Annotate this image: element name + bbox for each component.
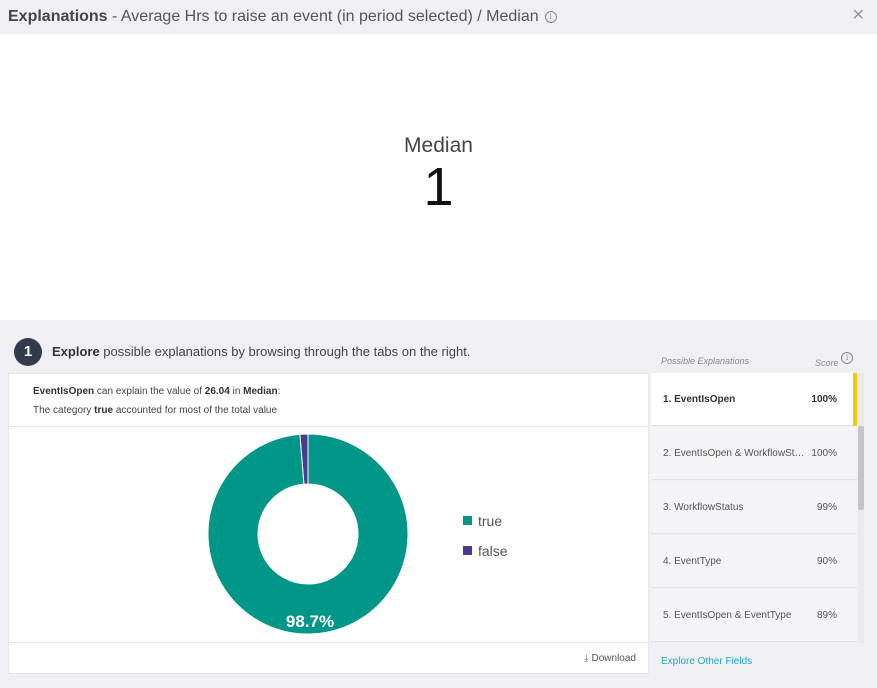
explanation-label: 4. EventType bbox=[663, 556, 722, 567]
modal-title: Explanations - Average Hrs to raise an e… bbox=[8, 8, 557, 26]
desc-field: EventIsOpen bbox=[33, 386, 95, 397]
desc-mid1: can explain the value of bbox=[94, 386, 205, 397]
explanation-description: EventIsOpen can explain the value of 26.… bbox=[9, 374, 648, 427]
step-text: Explore possible explanations by browsin… bbox=[52, 344, 470, 359]
desc-mid2: in bbox=[229, 386, 244, 397]
metric-label: Median bbox=[404, 134, 473, 157]
step-number-badge: 1 bbox=[14, 338, 42, 366]
card-footer: ⤓ Download bbox=[9, 642, 648, 673]
explanation-label: 2. EventIsOpen & WorkflowStatus bbox=[663, 448, 809, 459]
explanation-item[interactable]: 1. EventIsOpen 100% bbox=[651, 373, 857, 426]
explanation-label: 1. EventIsOpen bbox=[663, 394, 736, 405]
modal-header: Explanations - Average Hrs to raise an e… bbox=[0, 0, 877, 34]
pie-slice-true[interactable] bbox=[207, 433, 409, 635]
explanation-item[interactable]: 2. EventIsOpen & WorkflowStatus 100% bbox=[651, 427, 857, 480]
close-icon[interactable]: ✕ bbox=[851, 7, 865, 24]
step-bold: Explore bbox=[52, 344, 100, 359]
explanation-score: 89% bbox=[816, 610, 837, 621]
desc-line2-b: accounted for most of the total value bbox=[113, 405, 278, 416]
desc-line2-a: The category bbox=[33, 405, 95, 416]
download-icon: ⤓ bbox=[584, 653, 589, 664]
explanation-score: 100% bbox=[811, 448, 837, 459]
legend-label-false[interactable]: false bbox=[478, 543, 508, 559]
explanation-score: 100% bbox=[811, 394, 837, 405]
score-header: Score bbox=[815, 358, 839, 368]
info-icon[interactable]: i bbox=[544, 11, 557, 23]
download-button[interactable]: ⤓ Download bbox=[584, 653, 636, 664]
score-info-icon[interactable]: i bbox=[841, 352, 853, 364]
scrollbar-thumb[interactable] bbox=[858, 426, 864, 510]
explanation-score: 99% bbox=[816, 502, 837, 513]
explanation-label: 3. WorkflowStatus bbox=[663, 502, 744, 513]
desc-measure: Median bbox=[243, 386, 278, 397]
desc-end1: : bbox=[277, 386, 281, 397]
explanation-card: EventIsOpen can explain the value of 26.… bbox=[8, 373, 649, 674]
legend-swatch-true bbox=[463, 516, 472, 525]
desc-category: true bbox=[94, 405, 114, 416]
legend-swatch-false bbox=[463, 546, 472, 555]
desc-value: 26.04 bbox=[204, 386, 230, 397]
explanations-list: 1. EventIsOpen 100% 2. EventIsOpen & Workf… bbox=[651, 373, 857, 643]
legend-label-true[interactable]: true bbox=[478, 513, 502, 529]
explanation-item[interactable]: 3. WorkflowStatus 99% bbox=[651, 481, 857, 534]
step-rest: possible explanations by browsing throug… bbox=[99, 344, 471, 359]
description-line-1: EventIsOpen can explain the value of 26.… bbox=[33, 386, 280, 397]
download-label: Download bbox=[591, 653, 636, 664]
possible-explanations-header: Possible Explanations bbox=[661, 356, 750, 366]
explanation-item[interactable]: 5. EventIsOpen & EventType 89% bbox=[651, 589, 857, 642]
title-bold: Explanations bbox=[8, 8, 108, 25]
explanation-score: 90% bbox=[816, 556, 837, 567]
explanation-item[interactable]: 4. EventType 90% bbox=[651, 535, 857, 588]
slice-data-label: 98.7% bbox=[286, 612, 334, 631]
metric-panel: Median 1 bbox=[0, 34, 877, 320]
active-indicator bbox=[853, 373, 857, 426]
title-rest: - Average Hrs to raise an event (in peri… bbox=[107, 8, 539, 25]
donut-chart: true false 98.7% bbox=[207, 433, 508, 635]
explanation-label: 5. EventIsOpen & EventType bbox=[663, 610, 792, 621]
metric-value: 1 bbox=[423, 157, 454, 217]
explore-other-fields-link[interactable]: Explore Other Fields bbox=[661, 656, 753, 667]
description-line-2: The category true accounted for most of … bbox=[33, 405, 277, 416]
